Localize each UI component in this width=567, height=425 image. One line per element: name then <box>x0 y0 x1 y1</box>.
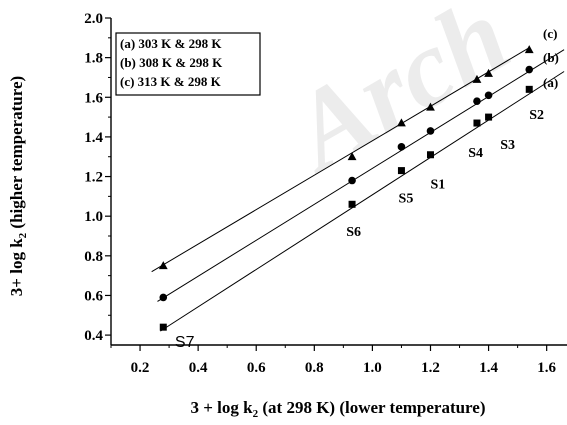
legend: (a) 303 K & 298 K (b) 308 K & 298 K (c) … <box>115 32 261 96</box>
plot-area: 0.2 0.4 0.6 0.8 1.0 1.2 1.4 1.6 0.4 0.6 0.8 1.0 1.2 1… <box>84 11 567 376</box>
point-label-s1: S1 <box>430 178 445 193</box>
data-point-triangle <box>347 152 357 161</box>
data-point-circle <box>473 97 481 106</box>
legend-entry-c: (c) 313 K & 298 K <box>120 74 222 89</box>
point-label-s4: S4 <box>468 146 483 161</box>
data-point-square <box>397 167 405 175</box>
y-tick-label: 1.2 <box>84 170 103 186</box>
fit-line-c <box>151 47 530 273</box>
y-tick-label: 0.6 <box>84 288 103 304</box>
x-tick-label: 1.0 <box>363 360 382 376</box>
y-tick-label: 1.4 <box>84 130 103 146</box>
x-tick-label: 1.4 <box>479 360 498 376</box>
point-label-s7: S7 <box>175 334 195 351</box>
data-point-square <box>485 113 493 121</box>
data-point-triangle <box>484 68 493 77</box>
data-point-triangle <box>158 261 168 270</box>
y-tick-label: 1.6 <box>84 90 103 106</box>
x-tick-label: 0.4 <box>189 360 208 376</box>
y-tick-label: 0.8 <box>84 249 103 265</box>
line-tag-c: (c) <box>543 26 557 41</box>
y-axis-title: 3+ log k2 (higher temperature) <box>7 76 29 296</box>
data-point-circle <box>348 176 356 185</box>
data-point-triangle <box>472 74 482 83</box>
point-label-s2: S2 <box>529 108 544 123</box>
x-tick-label: 1.2 <box>421 360 440 376</box>
data-point-square <box>473 119 481 127</box>
data-point-square <box>159 323 167 331</box>
point-label-s3: S3 <box>500 138 515 153</box>
x-axis-title: 3 + log k2 (at 298 K) (lower temperature… <box>191 398 486 420</box>
x-tick-label: 0.6 <box>247 360 266 376</box>
data-point-circle <box>159 293 168 302</box>
data-point-circle <box>484 91 493 100</box>
legend-entry-b: (b) 308 K & 298 K <box>120 55 223 70</box>
data-point-square <box>426 151 434 159</box>
line-tag-b: (b) <box>543 50 559 65</box>
data-point-triangle <box>397 118 406 127</box>
y-tick-label: 0.4 <box>84 328 103 344</box>
x-tick-label: 0.8 <box>305 360 324 376</box>
data-point-circle <box>426 127 435 135</box>
fit-line-a <box>160 71 565 332</box>
y-tick-label: 1.8 <box>84 51 103 67</box>
data-point-square <box>348 200 356 208</box>
data-point-circle <box>525 65 534 74</box>
point-label-s5: S5 <box>399 191 414 206</box>
data-point-circle <box>397 143 406 151</box>
point-label-s6: S6 <box>346 225 361 240</box>
x-tick-label: 0.2 <box>131 360 150 376</box>
data-point-triangle <box>524 45 534 54</box>
legend-entry-a: (a) 303 K & 298 K <box>120 36 222 51</box>
legend-box <box>115 32 261 96</box>
line-tag-a: (a) <box>543 75 558 90</box>
fit-line-b <box>157 49 565 302</box>
data-point-square <box>525 85 533 93</box>
y-tick-label: 2.0 <box>84 11 103 27</box>
x-tick-label: 1.6 <box>537 360 556 376</box>
data-point-triangle <box>426 102 435 111</box>
y-tick-label: 1.0 <box>84 209 103 225</box>
